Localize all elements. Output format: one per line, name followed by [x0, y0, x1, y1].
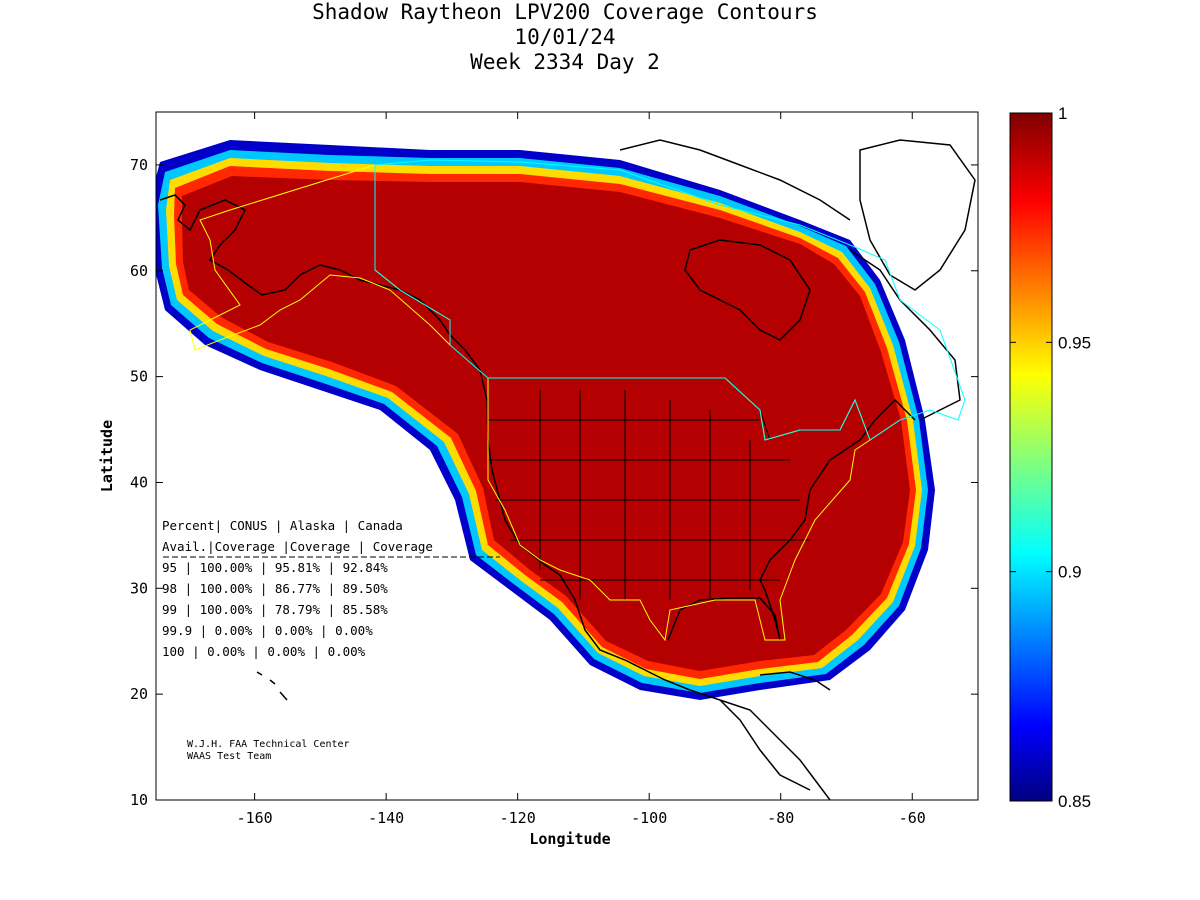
colorbar-tick-label: 0.85	[1058, 792, 1091, 811]
y-tick-label: 10	[130, 791, 148, 809]
x-tick-label: -140	[368, 809, 404, 827]
greenland	[859, 139, 976, 291]
labrador-coast	[849, 249, 961, 421]
chart-week-day: Week 2334 Day 2	[470, 50, 660, 74]
colorbar-tick-label: 1	[1058, 104, 1067, 123]
service-boundaries	[189, 159, 966, 642]
table-row: 99.9 | 0.00% | 0.00% | 0.00%	[162, 623, 373, 638]
colorbar-tick-label: 0.9	[1058, 563, 1082, 582]
table-row: 98 | 100.00% | 86.77% | 89.50%	[162, 581, 388, 596]
table-row: 100 | 0.00% | 0.00% | 0.00%	[162, 644, 366, 659]
table-row: 95 | 100.00% | 95.81% | 92.84%	[162, 560, 388, 575]
colorbar	[1009, 112, 1053, 802]
canada-boundary	[374, 159, 966, 441]
caribbean-islands	[759, 671, 831, 691]
y-tick-label: 30	[130, 579, 148, 597]
x-tick-label: -160	[237, 809, 273, 827]
y-tick-label: 40	[130, 473, 148, 491]
coastlines	[159, 139, 976, 800]
x-tick-label: -120	[500, 809, 536, 827]
x-tick-label: -100	[631, 809, 667, 827]
y-tick-label: 50	[130, 368, 148, 386]
colorbar-tick-label: 0.95	[1058, 333, 1091, 352]
y-tick-label: 60	[130, 262, 148, 280]
coverage-contours	[156, 140, 935, 700]
plot-frame	[155, 111, 979, 801]
colorbar-ticks: 1 0.95 0.9 0.85	[1010, 104, 1091, 811]
table-row: 99 | 100.00% | 78.79% | 85.58%	[162, 602, 388, 617]
x-axis-ticks: -160 -140 -120 -100 -80 -60	[237, 112, 926, 827]
contour-band-100	[182, 176, 910, 671]
x-tick-label: -60	[899, 809, 926, 827]
y-axis-label: Latitude	[98, 420, 116, 492]
y-tick-label: 70	[130, 156, 148, 174]
credit-line-2: WAAS Test Team	[187, 751, 271, 762]
coverage-table: Percent| CONUS | Alaska | Canada Avail.|…	[162, 518, 500, 659]
table-header-1: Percent| CONUS | Alaska | Canada	[162, 518, 403, 533]
central-america	[719, 699, 811, 791]
chart-date: 10/01/24	[514, 25, 616, 49]
chart-title: Shadow Raytheon LPV200 Coverage Contours	[312, 0, 818, 24]
alaska-coast	[159, 194, 451, 336]
y-axis-ticks: 10 20 30 40 50 60 70	[130, 156, 978, 809]
x-axis-label: Longitude	[529, 830, 610, 848]
hudson-bay	[684, 239, 811, 341]
hawaii	[256, 671, 288, 701]
table-header-2: Avail.|Coverage |Coverage | Coverage	[162, 539, 433, 554]
gulf-coast	[667, 398, 916, 641]
y-tick-label: 20	[130, 685, 148, 703]
x-tick-label: -80	[767, 809, 794, 827]
credit-line-1: W.J.H. FAA Technical Center	[187, 739, 350, 750]
arctic-islands	[619, 139, 851, 221]
title-block: Shadow Raytheon LPV200 Coverage Contours…	[0, 0, 1130, 75]
